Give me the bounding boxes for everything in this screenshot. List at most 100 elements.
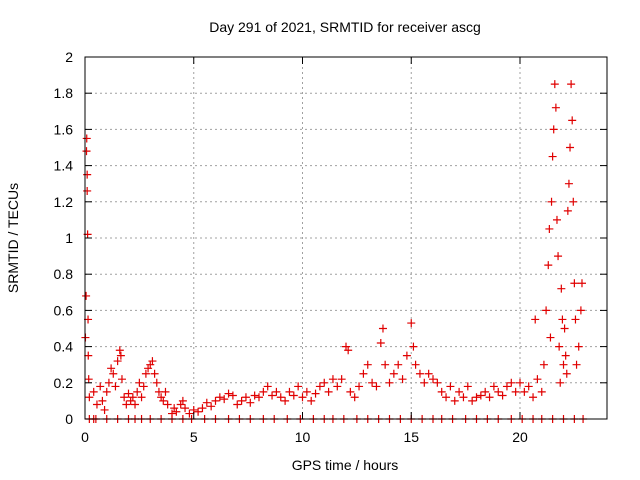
data-point	[359, 369, 368, 378]
data-point	[224, 389, 233, 398]
data-point	[96, 382, 105, 391]
data-point	[481, 387, 490, 396]
data-point	[569, 197, 578, 206]
data-point	[181, 404, 190, 413]
data-point	[411, 360, 420, 369]
data-point	[547, 197, 556, 206]
data-point	[511, 387, 520, 396]
data-point	[268, 391, 277, 400]
data-point	[489, 382, 498, 391]
data-point	[564, 179, 573, 188]
data-point	[124, 389, 133, 398]
data-point	[558, 315, 567, 324]
data-point	[259, 387, 268, 396]
data-point	[311, 389, 320, 398]
y-tick-label: 2	[65, 49, 73, 65]
y-tick-label: 0.4	[54, 339, 74, 355]
data-point	[135, 378, 144, 387]
y-axis-label: SRMTID / TECUs	[5, 183, 21, 293]
data-point	[113, 357, 122, 366]
data-point	[298, 393, 307, 402]
data-point	[576, 306, 585, 315]
data-point	[250, 391, 259, 400]
x-axis-label: GPS time / hours	[292, 457, 399, 473]
data-point	[263, 382, 272, 391]
data-point	[107, 364, 116, 373]
data-point	[368, 378, 377, 387]
data-point	[394, 360, 403, 369]
data-point	[137, 393, 146, 402]
data-point	[333, 382, 342, 391]
data-point	[294, 382, 303, 391]
x-tick-label: 5	[190, 429, 198, 445]
data-point	[385, 378, 394, 387]
data-point	[228, 391, 237, 400]
data-point	[122, 400, 131, 409]
y-tick-label: 0.6	[54, 302, 74, 318]
data-point	[148, 357, 157, 366]
data-point	[120, 393, 129, 402]
data-point	[194, 407, 203, 416]
data-point	[152, 378, 161, 387]
data-point	[568, 116, 577, 125]
x-tick-label: 0	[81, 429, 89, 445]
data-point	[494, 387, 503, 396]
x-tick-label: 10	[295, 429, 311, 445]
y-tick-label: 1.2	[54, 194, 74, 210]
data-point	[544, 261, 553, 270]
data-point	[116, 351, 125, 360]
data-point	[133, 387, 142, 396]
data-point	[574, 342, 583, 351]
data-point	[185, 409, 194, 418]
x-tick-label: 15	[403, 429, 419, 445]
data-point	[563, 206, 572, 215]
data-point	[559, 360, 568, 369]
data-point	[150, 369, 159, 378]
data-point	[342, 342, 350, 351]
data-point	[539, 360, 548, 369]
data-point	[84, 351, 93, 360]
data-point	[556, 378, 565, 387]
data-point	[472, 393, 481, 402]
data-point	[402, 351, 411, 360]
data-point	[163, 400, 172, 409]
data-point	[211, 396, 220, 405]
data-point	[516, 378, 524, 387]
y-tick-label: 1.8	[54, 85, 74, 101]
data-point	[176, 400, 185, 409]
data-point	[346, 387, 355, 396]
data-point	[381, 360, 390, 369]
data-point	[324, 387, 333, 396]
data-point	[548, 152, 557, 161]
data-point	[215, 393, 224, 402]
x-tick-label: 20	[512, 429, 528, 445]
data-point	[104, 378, 113, 387]
data-point	[551, 103, 560, 112]
data-point	[241, 393, 250, 402]
data-point	[561, 351, 570, 360]
y-tick-label: 1	[65, 230, 73, 246]
data-point	[141, 369, 150, 378]
plot-frame	[84, 56, 608, 420]
data-point	[82, 134, 91, 143]
data-point	[202, 398, 211, 407]
data-point	[549, 125, 558, 134]
data-point	[100, 405, 109, 414]
data-point	[554, 252, 563, 261]
data-point	[117, 375, 126, 384]
data-point	[139, 382, 148, 391]
data-point	[355, 382, 364, 391]
data-point	[82, 147, 91, 156]
data-point	[285, 387, 294, 396]
data-point	[424, 369, 433, 378]
data-point	[111, 382, 120, 391]
data-point	[170, 404, 179, 413]
data-point	[520, 387, 529, 396]
data-point	[276, 393, 285, 402]
data-point	[102, 387, 111, 396]
data-point	[302, 387, 311, 396]
data-point	[577, 279, 586, 288]
data-point	[555, 342, 564, 351]
data-point	[161, 387, 170, 396]
